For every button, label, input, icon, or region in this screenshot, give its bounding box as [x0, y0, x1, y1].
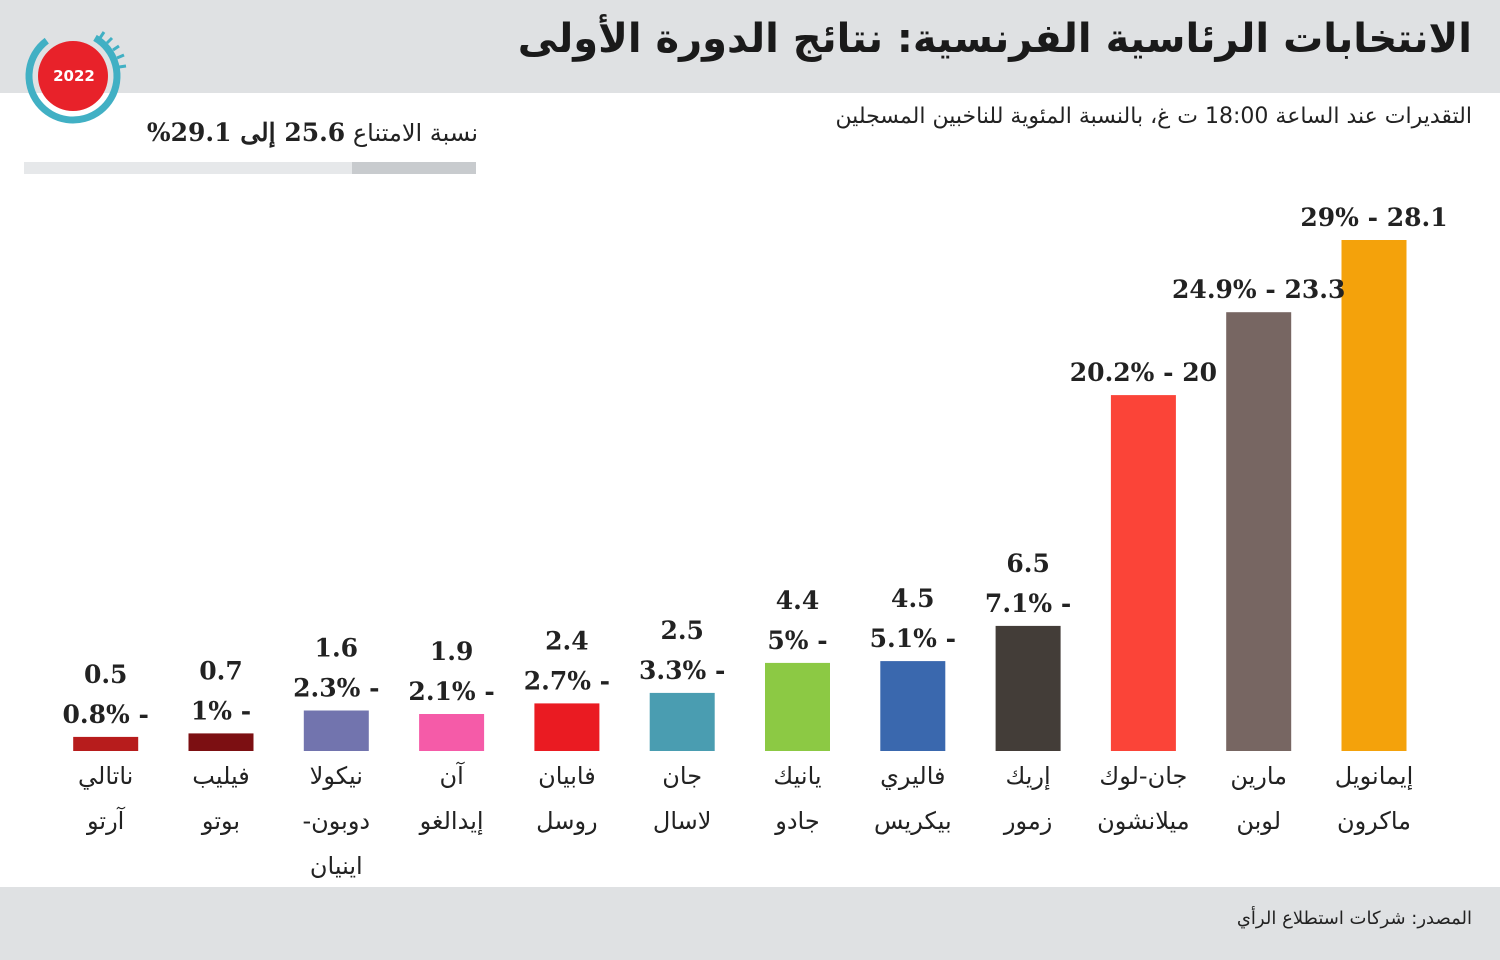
- category-label: مارين: [1230, 762, 1287, 790]
- category-label: زمور: [1003, 807, 1052, 835]
- category-label: آرتو: [86, 806, 126, 835]
- bar-6: [765, 662, 830, 751]
- category-label: نيكولا: [310, 762, 363, 790]
- value-label: 4.4: [776, 586, 820, 615]
- bar-1: [1341, 240, 1407, 751]
- category-label: آن: [439, 761, 465, 790]
- category-label: ماكرون: [1337, 807, 1411, 835]
- bar-9: [419, 714, 485, 751]
- value-label: 5% -: [767, 626, 827, 655]
- value-label: 6.5: [1006, 549, 1050, 578]
- category-label: فيليب: [192, 762, 249, 790]
- value-label: 5.1% -: [870, 624, 956, 653]
- bar-5: [880, 661, 946, 751]
- value-label: 0.7: [199, 656, 243, 685]
- subtitle: التقديرات عند الساعة 18:00 ت غ، بالنسبة …: [835, 104, 1472, 129]
- category-label: جان-لوك: [1099, 762, 1187, 790]
- results-bar-chart: 29% - 28.1 إيمانويل ماكرون 24.9% - 23.3 ماري…: [63, 203, 1448, 880]
- value-label: 0.5: [84, 660, 128, 689]
- value-label: 4.5: [891, 584, 935, 613]
- bar-11: [188, 733, 254, 751]
- category-label: ميلانشون: [1097, 807, 1190, 835]
- value-label: 24.9% - 23.3: [1172, 275, 1345, 304]
- year-badge-icon: [25, 28, 127, 124]
- category-label: يانيك: [773, 762, 821, 790]
- value-label: 2.1% -: [408, 677, 494, 706]
- category-label: بيكريس: [874, 807, 952, 835]
- abstention-value: 25.6 إلى 29.1%: [146, 118, 346, 147]
- value-label: 3.3% -: [639, 656, 725, 685]
- abstention-title: نسبة الامتناع: [352, 119, 478, 147]
- category-label: إريك: [1006, 762, 1051, 791]
- category-label: ناتالي: [78, 762, 133, 790]
- year-badge-label: 2022: [53, 67, 95, 85]
- category-label: بوتو: [201, 807, 240, 835]
- source-note: المصدر: شركات استطلاع الرأي: [1236, 908, 1472, 929]
- bar-8: [534, 703, 600, 751]
- bar-4: [995, 625, 1061, 751]
- bar-2: [1226, 312, 1292, 751]
- value-label: 20.2% - 20: [1070, 358, 1217, 387]
- value-label: 2.4: [545, 626, 589, 655]
- header-band: [0, 0, 1500, 93]
- bar-10: [303, 710, 369, 751]
- abstention-label: نسبة الامتناع 25.6 إلى 29.1%: [110, 118, 478, 147]
- value-label: 29% - 28.1: [1300, 203, 1447, 232]
- value-label: 2.5: [660, 616, 704, 645]
- year-badge: 2022: [20, 24, 128, 128]
- value-label: 1% -: [191, 696, 251, 725]
- category-label: جادو: [774, 807, 819, 835]
- category-label: اينيان: [310, 852, 363, 880]
- value-label: 0.8% -: [63, 700, 149, 729]
- bar-3: [1110, 395, 1176, 751]
- value-label: 2.3% -: [293, 674, 379, 703]
- bar-12: [73, 736, 139, 751]
- value-label: 1.9: [430, 637, 474, 666]
- category-label: جان: [662, 762, 702, 790]
- footer-band: [0, 887, 1500, 960]
- category-label: إيدالغو: [419, 807, 484, 836]
- category-label: فاليري: [880, 762, 945, 790]
- category-label: لاسال: [653, 807, 712, 835]
- category-label: دوبون-: [302, 807, 370, 835]
- category-label: لوبن: [1236, 807, 1281, 835]
- category-label: إيمانويل: [1335, 762, 1413, 791]
- value-label: 2.7% -: [524, 666, 610, 695]
- category-label: فابيان: [538, 762, 596, 790]
- abstention-bar-fill: [352, 162, 476, 174]
- value-label: 7.1% -: [985, 589, 1071, 618]
- category-label: روسل: [536, 807, 597, 835]
- page-title: الانتخابات الرئاسية الفرنسية: نتائج الدو…: [517, 16, 1472, 62]
- value-label: 1.6: [315, 634, 359, 663]
- bar-7: [649, 692, 715, 751]
